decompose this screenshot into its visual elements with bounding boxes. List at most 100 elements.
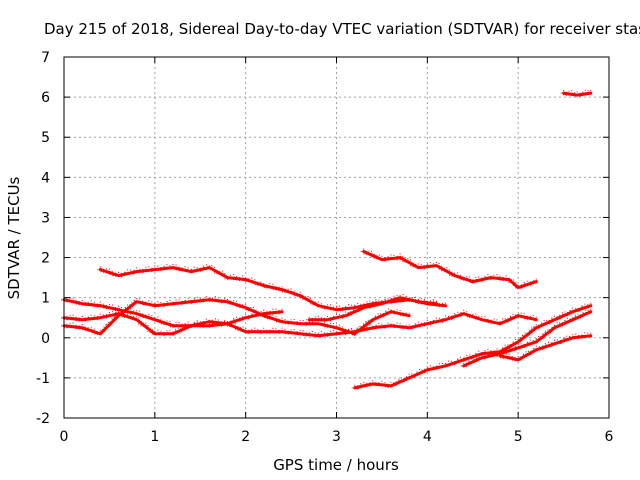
data-point <box>521 313 528 320</box>
data-point <box>481 316 488 323</box>
data-point <box>476 355 483 362</box>
data-point <box>490 318 497 325</box>
data-point <box>133 316 140 323</box>
data-point <box>64 324 70 331</box>
data-point <box>490 352 497 358</box>
data-point <box>466 276 473 283</box>
series-s10 <box>560 89 594 99</box>
data-point <box>79 316 86 322</box>
data-point <box>303 332 310 339</box>
data-point <box>475 350 482 357</box>
data-point <box>559 322 566 329</box>
data-point <box>167 320 173 327</box>
data-point <box>248 313 255 320</box>
data-point <box>451 313 458 320</box>
data-point <box>559 312 566 319</box>
data-point <box>91 315 98 322</box>
chart-title: Day 215 of 2018, Sidereal Day-to-day VTE… <box>44 20 640 38</box>
data-point <box>211 266 218 273</box>
data-point <box>542 343 549 350</box>
data-point <box>484 274 491 281</box>
data-point <box>260 283 267 289</box>
data-point <box>433 262 440 268</box>
data-point <box>136 310 143 317</box>
data-point <box>457 312 464 319</box>
data-point <box>151 265 158 272</box>
data-point <box>76 325 83 332</box>
data-point <box>258 311 265 318</box>
data-point <box>112 312 119 319</box>
data-point <box>330 306 337 313</box>
data-point <box>297 291 304 298</box>
data-point <box>385 322 391 329</box>
data-point <box>381 324 388 331</box>
data-point <box>263 284 270 291</box>
data-point <box>167 265 173 272</box>
data-point <box>587 308 594 315</box>
data-point <box>233 316 240 323</box>
data-point <box>269 314 276 321</box>
data-point <box>580 312 586 319</box>
data-point <box>157 318 164 325</box>
data-point <box>448 315 455 322</box>
data-point <box>251 279 258 286</box>
data-point <box>530 314 537 321</box>
data-point <box>442 302 449 309</box>
data-point <box>363 321 369 327</box>
data-point <box>291 319 298 325</box>
data-point <box>385 299 391 306</box>
data-point <box>487 275 494 282</box>
data-point <box>503 349 510 356</box>
data-point <box>173 264 179 271</box>
data-point <box>539 345 546 352</box>
series-s7 <box>351 302 594 392</box>
data-point <box>227 300 234 307</box>
data-point <box>232 323 239 330</box>
data-point <box>279 327 285 334</box>
data-point <box>142 322 149 329</box>
data-point <box>506 277 513 284</box>
data-point <box>545 341 552 348</box>
data-point <box>457 356 464 363</box>
data-point <box>494 274 500 281</box>
data-point <box>394 309 401 316</box>
y-tick-label: 1 <box>41 291 50 307</box>
data-point <box>512 282 519 289</box>
data-point <box>310 300 317 307</box>
series-s9 <box>497 332 594 364</box>
data-point <box>305 296 311 302</box>
data-point <box>397 294 404 301</box>
data-point <box>360 248 367 255</box>
data-point <box>282 288 288 295</box>
data-point <box>369 380 376 387</box>
data-point <box>306 316 313 323</box>
data-point <box>109 319 116 326</box>
data-point <box>242 314 249 321</box>
data-point <box>315 315 322 322</box>
data-point <box>401 378 407 385</box>
data-point <box>372 300 379 307</box>
data-point <box>454 272 461 279</box>
data-point <box>478 354 485 361</box>
data-point <box>154 316 161 323</box>
data-point <box>427 365 434 372</box>
data-point <box>230 274 237 281</box>
data-point <box>430 299 437 306</box>
data-point <box>139 313 146 320</box>
data-point <box>91 301 98 308</box>
data-point <box>194 267 201 274</box>
data-point <box>551 315 558 322</box>
data-point <box>109 311 116 318</box>
data-point <box>76 301 83 307</box>
data-point <box>294 292 301 299</box>
data-point <box>388 309 394 316</box>
data-point <box>185 267 192 274</box>
data-point <box>468 358 475 365</box>
data-point <box>561 311 568 318</box>
data-point <box>587 332 594 339</box>
y-tick-label: -2 <box>36 411 50 427</box>
data-point <box>133 267 140 274</box>
data-point <box>73 316 80 323</box>
data-point <box>266 315 273 322</box>
data-point <box>209 319 216 326</box>
